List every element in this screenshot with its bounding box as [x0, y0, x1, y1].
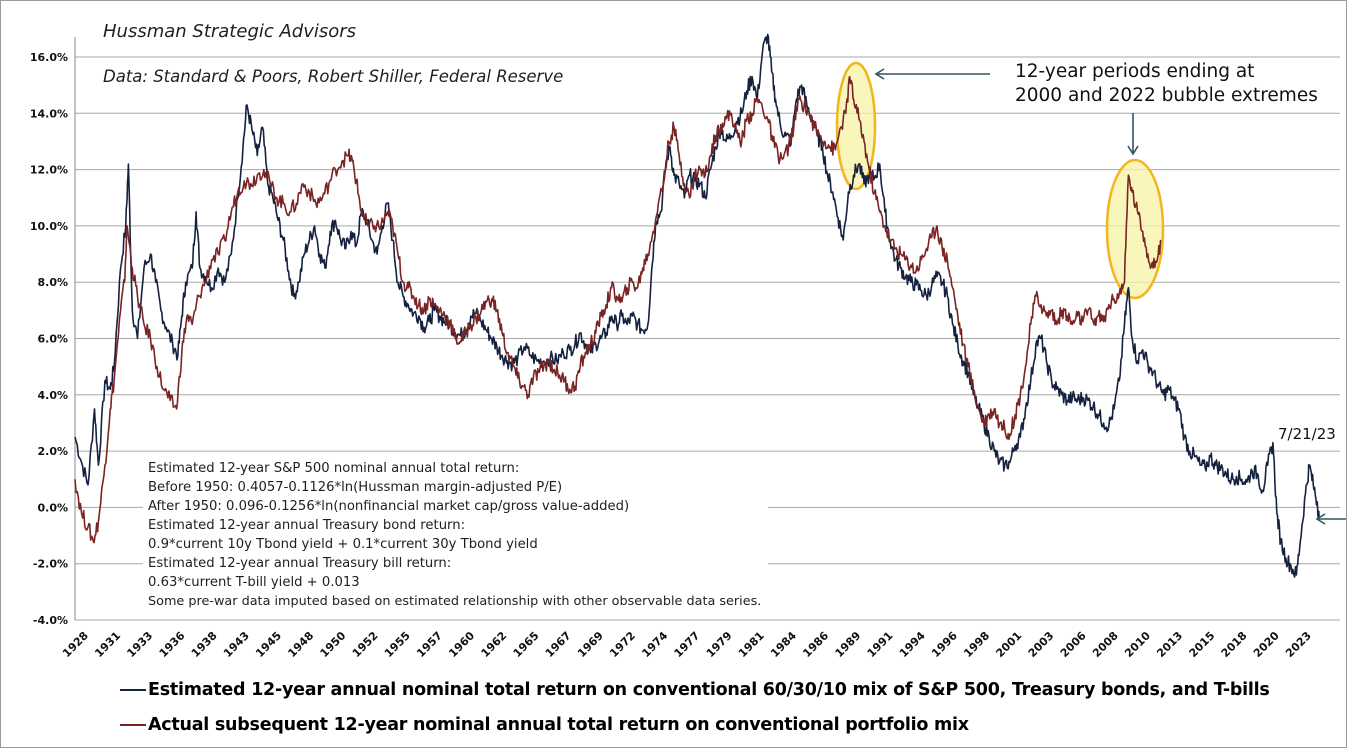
x-tick-label: 2013: [1154, 629, 1185, 660]
latest-date-label: 7/21/23: [1278, 425, 1336, 443]
y-tick-label: 12.0%: [30, 164, 68, 177]
x-tick-label: 1957: [414, 629, 445, 660]
x-tick-label: 1948: [285, 629, 316, 660]
x-tick-label: 1998: [961, 629, 992, 660]
x-tick-label: 1972: [607, 629, 638, 660]
y-tick-label: 4.0%: [37, 389, 68, 402]
note-line: Before 1950: 0.4057-0.1126*ln(Hussman ma…: [148, 480, 563, 495]
x-tick-label: 2001: [993, 629, 1024, 660]
y-tick-label: 8.0%: [37, 276, 68, 289]
x-tick-label: 1955: [382, 629, 413, 660]
legend-item-estimated: Estimated 12-year annual nominal total r…: [120, 675, 1270, 705]
bubble-annotation-line1: 12-year periods ending at: [1015, 61, 1255, 82]
x-tick-label: 2023: [1283, 629, 1314, 660]
x-tick-label: 2008: [1090, 629, 1121, 660]
legend-swatch-actual: [120, 724, 146, 726]
methodology-notes: Estimated 12-year S&P 500 nominal annual…: [143, 458, 768, 611]
legend-item-actual: Actual subsequent 12-year nominal annual…: [120, 710, 969, 740]
series-line-actual: [74, 75, 1162, 544]
note-line: Estimated 12-year annual Treasury bill r…: [148, 556, 452, 571]
source-name: Hussman Strategic Advisors: [103, 21, 357, 42]
x-tick-label: 1943: [221, 629, 252, 660]
legend-label-estimated: Estimated 12-year annual nominal total r…: [148, 680, 1270, 700]
x-tick-label: 1965: [511, 629, 542, 660]
highlight-2022-bubble: [1105, 158, 1165, 300]
x-tick-label: 1979: [704, 629, 735, 660]
annotation-arrows: [874, 68, 1346, 525]
x-tick-label: 2018: [1219, 629, 1250, 660]
x-tick-label: 1974: [639, 629, 670, 660]
x-tick-label: 2006: [1058, 629, 1089, 660]
x-tick-label: 1952: [350, 629, 381, 660]
x-tick-label: 1936: [157, 629, 188, 660]
y-tick-label: 10.0%: [30, 220, 68, 233]
data-source: Data: Standard & Poors, Robert Shiller, …: [103, 67, 564, 86]
note-line: Some pre-war data imputed based on estim…: [148, 594, 762, 609]
x-tick-label: 1996: [929, 629, 960, 660]
x-tick-label: 2015: [1187, 629, 1218, 660]
note-line: After 1950: 0.096-0.1256*ln(nonfinancial…: [148, 499, 630, 514]
legend-label-actual: Actual subsequent 12-year nominal annual…: [148, 715, 969, 735]
bubble-annotation-line2: 2000 and 2022 bubble extremes: [1015, 85, 1318, 106]
x-tick-label: 1984: [768, 629, 799, 660]
legend-swatch-estimated: [120, 689, 146, 691]
x-tick-label: 1938: [189, 629, 220, 660]
x-tick-label: 1962: [478, 629, 509, 660]
y-axis-ticks: -4.0% -2.0% 0.0% 2.0% 4.0% 6.0% 8.0% 10.0% 12.0%…: [30, 51, 68, 627]
x-axis-ticks: 1928 1931 1933 1936 1938 1943 1945 1948 1950 1952…: [60, 629, 1314, 660]
x-tick-label: 1991: [865, 629, 896, 660]
x-tick-label: 1928: [60, 629, 91, 660]
series-line-estimated: [74, 33, 1320, 578]
arrowhead-2000-bubble: [874, 68, 885, 80]
x-tick-label: 2020: [1251, 629, 1282, 660]
x-tick-label: 1967: [543, 629, 574, 660]
y-tick-label: -2.0%: [33, 558, 68, 571]
x-tick-label: 1977: [672, 629, 703, 660]
arrowhead-latest-value: [1315, 513, 1326, 525]
note-line: 0.9*current 10y Tbond yield + 0.1*curren…: [148, 537, 538, 552]
y-tick-label: -4.0%: [33, 614, 68, 627]
x-tick-label: 1960: [446, 629, 477, 660]
x-tick-label: 1950: [318, 629, 349, 660]
x-tick-label: 2003: [1026, 629, 1057, 660]
y-tick-label: 6.0%: [37, 333, 68, 346]
x-tick-label: 1933: [124, 629, 155, 660]
x-tick-label: 1945: [253, 629, 284, 660]
y-tick-label: 0.0%: [37, 501, 68, 514]
note-line: Estimated 12-year annual Treasury bond r…: [148, 518, 466, 533]
note-line: Estimated 12-year S&P 500 nominal annual…: [148, 461, 520, 476]
note-line: 0.63*current T-bill yield + 0.013: [148, 575, 360, 590]
x-tick-label: 1931: [92, 629, 123, 660]
x-tick-label: 1986: [800, 629, 831, 660]
x-tick-label: 2010: [1122, 629, 1153, 660]
y-tick-label: 2.0%: [37, 445, 68, 458]
bubble-annotation: 12-year periods ending at 2000 and 2022 …: [1015, 60, 1318, 108]
x-tick-label: 1994: [897, 629, 928, 660]
series-lines: [74, 33, 1320, 578]
x-tick-label: 1969: [575, 629, 606, 660]
arrowhead-2022-bubble: [1127, 145, 1139, 156]
x-tick-label: 1989: [833, 629, 864, 660]
y-tick-label: 16.0%: [30, 51, 68, 64]
x-tick-label: 1981: [736, 629, 767, 660]
y-tick-label: 14.0%: [30, 107, 68, 120]
